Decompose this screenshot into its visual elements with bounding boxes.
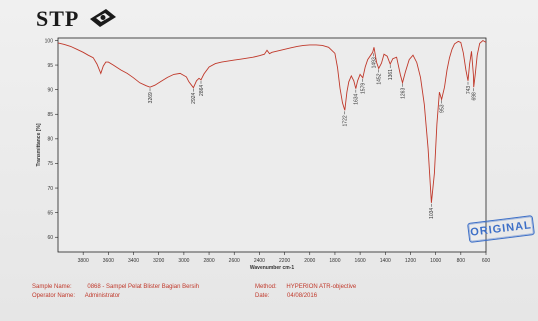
peak-label: 1361	[388, 69, 394, 80]
peak-label: 2924	[191, 92, 197, 103]
x-tick-label: 2000	[304, 258, 315, 264]
peak-label: 1034	[429, 208, 435, 219]
operator-name-label: Operator Name:	[32, 293, 76, 299]
chart-frame	[57, 37, 487, 253]
operator-name-value: Administrator	[84, 293, 121, 299]
peak-label: 698	[471, 92, 477, 101]
x-tick-label: 2200	[279, 258, 290, 264]
logo-text: STP	[36, 6, 80, 31]
sample-name-value: 0868 - Sampel Pelat Blister Bagian Bersi…	[87, 284, 200, 290]
peak-label: 953	[439, 104, 445, 113]
peak-label: 743	[466, 86, 472, 95]
x-tick-label: 1600	[355, 258, 366, 264]
y-tick-label: 95	[47, 63, 53, 69]
x-tick-label: 600	[482, 258, 491, 264]
logo-emblem-icon	[90, 9, 116, 27]
x-tick-label: 2400	[254, 258, 265, 264]
peak-label: 2864	[199, 85, 205, 96]
sample-name-row: Sample Name: 0868 - Sampel Pelat Blister…	[32, 284, 199, 290]
x-tick-label: 800	[457, 258, 466, 264]
y-tick-label: 100	[45, 38, 54, 44]
y-tick-label: 75	[47, 161, 53, 167]
y-axis: 60 65 70 75 80 85 90 95 100	[45, 38, 58, 241]
method-label: Method:	[255, 284, 277, 290]
y-tick-label: 80	[47, 137, 53, 143]
sample-name-label: Sample Name:	[32, 284, 72, 290]
y-tick-label: 60	[47, 235, 53, 241]
x-tick-label: 1000	[430, 258, 441, 264]
peak-label: 1452	[377, 73, 383, 84]
y-tick-label: 70	[47, 186, 53, 192]
x-axis-title: Wavenumber cm-1	[250, 265, 294, 271]
plot-frame	[57, 37, 487, 253]
x-tick-label: 3400	[128, 258, 139, 264]
peak-label: 1493	[371, 57, 377, 68]
date-row: Date: 04/08/2016	[255, 293, 317, 299]
method-value: HYPERION ATR-objective	[286, 284, 357, 290]
x-tick-label: 1400	[380, 258, 391, 264]
y-tick-label: 65	[47, 210, 53, 216]
x-tick-label: 1200	[405, 258, 416, 264]
y-tick-label: 85	[47, 112, 53, 118]
x-tick-label: 3600	[103, 258, 114, 264]
peak-label: 1634	[354, 93, 360, 104]
x-tick-label: 3000	[178, 258, 189, 264]
x-tick-label: 3800	[78, 258, 89, 264]
x-tick-label: 1800	[329, 258, 340, 264]
company-logo: STP	[36, 6, 136, 32]
x-tick-label: 2800	[203, 258, 214, 264]
x-axis: 3800 3600 3400 3200 3000 2800 2600 2400 2200 2000…	[78, 252, 491, 264]
date-label: Date:	[255, 293, 270, 299]
x-tick-label: 3200	[153, 258, 164, 264]
peak-label: 1263	[400, 88, 406, 99]
peak-label: 1579	[361, 83, 367, 94]
y-tick-label: 90	[47, 87, 53, 93]
spectrum-series-line	[57, 39, 487, 203]
method-row: Method: HYPERION ATR-objective	[255, 284, 356, 290]
operator-name-row: Operator Name: Administrator	[32, 293, 120, 299]
peak-label: 3269	[148, 92, 154, 103]
y-axis-title: Transmittance [%]	[36, 123, 42, 166]
peak-label: 1722	[343, 115, 349, 126]
x-tick-label: 2600	[229, 258, 240, 264]
date-value: 04/08/2016	[287, 293, 318, 299]
